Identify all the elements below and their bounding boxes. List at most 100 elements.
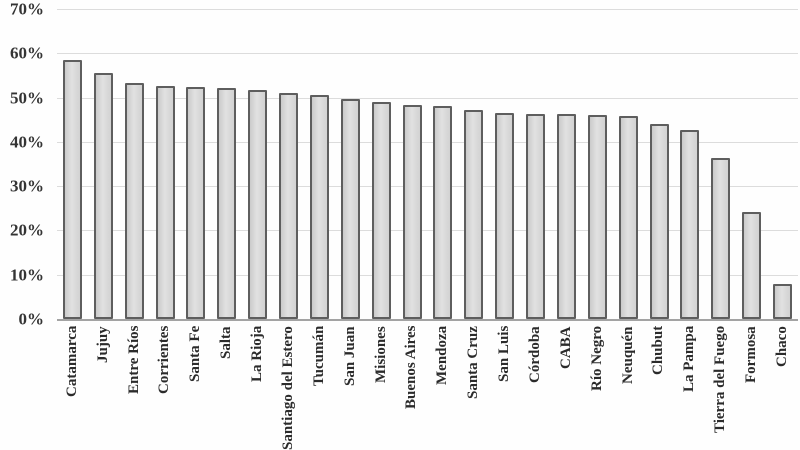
bar-san-luis [495, 112, 515, 319]
x-tick-label: Catamarca [63, 326, 80, 398]
x-tick-label: Jujuy [94, 326, 111, 363]
bar-río-negro [587, 114, 607, 319]
x-tick-label: Entre Ríos [125, 326, 142, 395]
bar-santa-cruz [464, 109, 484, 319]
gridline [57, 186, 798, 188]
y-tick-label: 20% [10, 220, 44, 240]
x-label-cell: Neuquén [613, 326, 644, 450]
x-label-cell: Misiones [366, 326, 397, 450]
x-tick-label: San Juan [341, 326, 358, 386]
bar-slot [489, 9, 520, 319]
y-tick-label: 60% [10, 43, 44, 63]
x-label-cell: Catamarca [57, 326, 88, 450]
bar-la-rioja [248, 89, 268, 319]
bar-catamarca [62, 59, 82, 319]
bar-slot [613, 9, 644, 319]
x-axis: Catamarca Jujuy Entre Ríos Corrientes Santa … [57, 326, 798, 450]
bar-chaco [773, 283, 793, 319]
bar-santa-fe [186, 87, 206, 319]
bar-slot [428, 9, 459, 319]
y-axis: 70% 60% 50% 40% 30% 20% 10% 0% [0, 1, 44, 328]
bar-salta [217, 88, 237, 319]
bar-neuquén [618, 115, 638, 319]
bar-slot [520, 9, 551, 319]
bar-slot [211, 9, 242, 319]
gridline [57, 97, 798, 99]
bar-mendoza [433, 106, 453, 319]
y-tick-label: 50% [10, 88, 44, 108]
y-tick-label: 10% [10, 265, 44, 285]
x-label-cell: Chaco [767, 326, 798, 450]
bar-slot [242, 9, 273, 319]
bar-slot [273, 9, 304, 319]
x-tick-label: Tierra del Fuego [712, 326, 729, 434]
x-label-cell: Tucumán [304, 326, 335, 450]
bar-slot [644, 9, 675, 319]
y-tick-label: 40% [10, 132, 44, 152]
x-axis-line [57, 319, 798, 321]
gridline [57, 141, 798, 143]
x-tick-label: Santa Cruz [465, 326, 482, 399]
x-label-cell: San Luis [489, 326, 520, 450]
x-tick-label: Córdoba [526, 326, 543, 383]
bar-slot [458, 9, 489, 319]
y-tick-label: 30% [10, 176, 44, 196]
bar-slot [551, 9, 582, 319]
bar-caba [556, 113, 576, 319]
x-label-cell: Chubut [644, 326, 675, 450]
x-tick-label: Río Negro [588, 326, 605, 392]
x-tick-label: Buenos Aires [403, 326, 420, 410]
x-label-cell: Buenos Aires [397, 326, 428, 450]
x-label-cell: Río Negro [582, 326, 613, 450]
bar-tierra-del-fuego [711, 158, 731, 319]
x-label-cell: Santa Cruz [458, 326, 489, 450]
bar-jujuy [93, 73, 113, 319]
bar-slot [397, 9, 428, 319]
x-label-cell: La Pampa [675, 326, 706, 450]
x-tick-label: San Luis [496, 326, 513, 383]
bar-slot [736, 9, 767, 319]
bar-san-juan [340, 98, 360, 319]
x-label-cell: Jujuy [88, 326, 119, 450]
x-tick-label: Corrientes [156, 326, 173, 395]
x-label-cell: Córdoba [520, 326, 551, 450]
x-label-cell: San Juan [335, 326, 366, 450]
x-tick-label: Chubut [650, 326, 667, 376]
x-tick-label: CABA [557, 326, 574, 369]
bar-slot [150, 9, 181, 319]
x-tick-label: Salta [218, 326, 235, 359]
bar-santiago-del-estero [279, 93, 299, 319]
y-tick-label: 70% [10, 0, 44, 19]
x-tick-label: La Rioja [249, 326, 266, 383]
x-label-cell: Tierra del Fuego [705, 326, 736, 450]
bar-corrientes [155, 85, 175, 319]
bar-slot [705, 9, 736, 319]
bar-slot [582, 9, 613, 319]
x-tick-label: La Pampa [681, 326, 698, 393]
bars-row [57, 9, 798, 319]
plot-area [57, 9, 798, 321]
bar-slot [181, 9, 212, 319]
bar-entre-ríos [124, 82, 144, 319]
x-label-cell: Formosa [736, 326, 767, 450]
x-tick-label: Chaco [773, 326, 790, 367]
bar-córdoba [526, 113, 546, 319]
bar-slot [57, 9, 88, 319]
bar-misiones [371, 102, 391, 319]
x-tick-label: Misiones [372, 326, 389, 383]
x-label-cell: La Rioja [242, 326, 273, 450]
bar-slot [304, 9, 335, 319]
bar-slot [119, 9, 150, 319]
x-label-cell: Santa Fe [181, 326, 212, 450]
y-tick-label: 0% [18, 309, 45, 329]
x-tick-label: Santa Fe [187, 326, 204, 383]
bar-slot [335, 9, 366, 319]
x-tick-label: Tucumán [310, 326, 327, 387]
x-label-cell: Mendoza [428, 326, 459, 450]
bar-slot [88, 9, 119, 319]
x-tick-label: Mendoza [434, 326, 451, 386]
bar-slot [366, 9, 397, 319]
x-tick-label: Santiago del Estero [279, 326, 296, 450]
bar-chubut [649, 124, 669, 319]
gridline [57, 274, 798, 276]
